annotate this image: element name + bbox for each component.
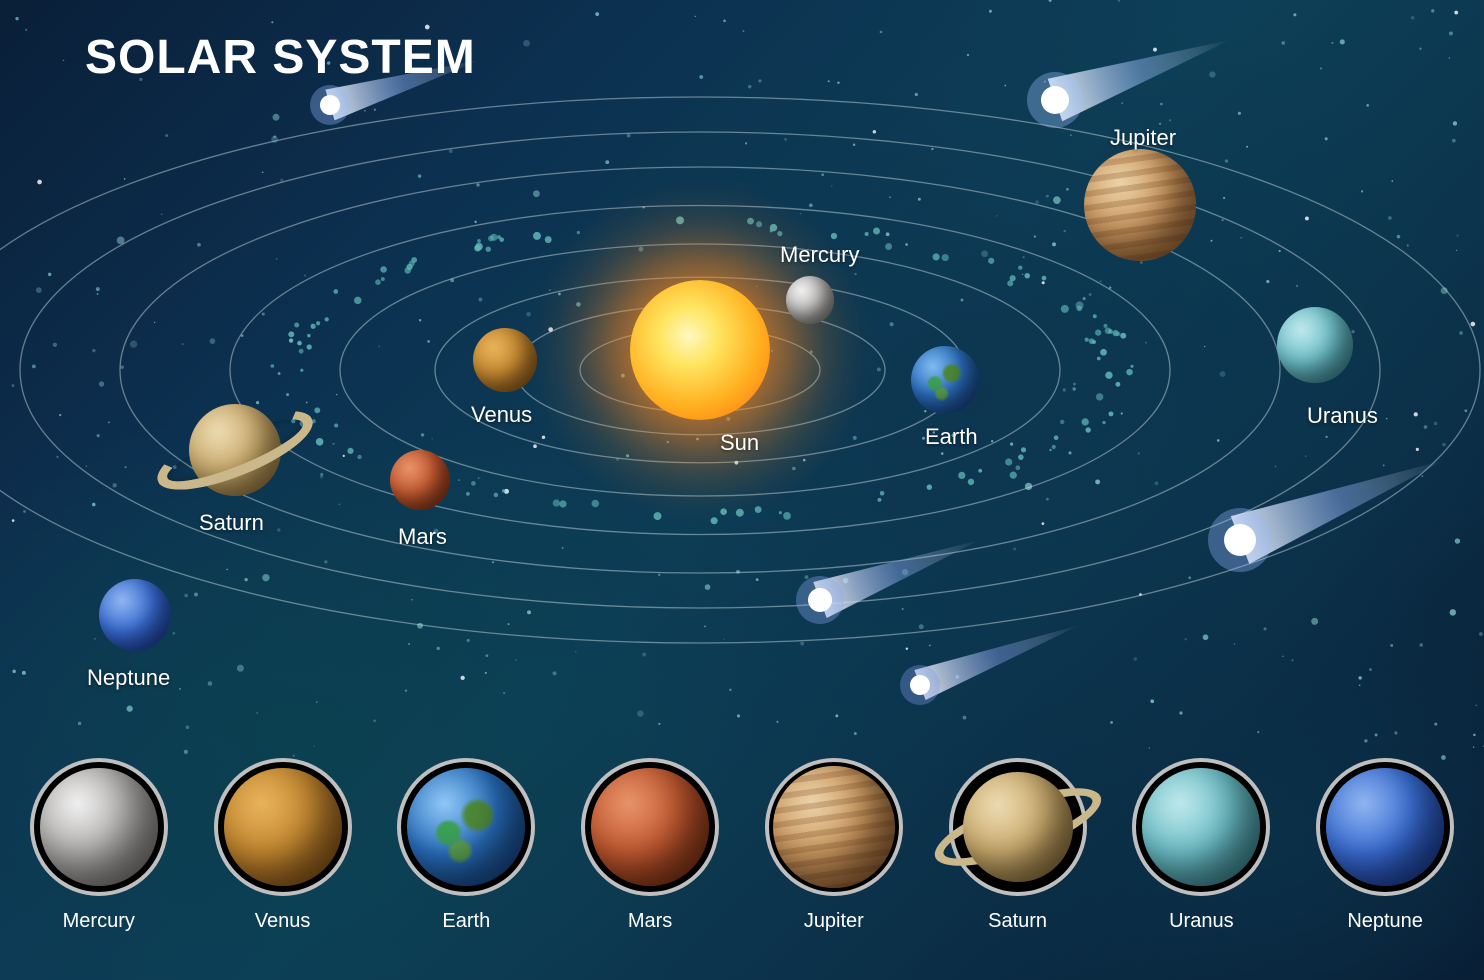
lineup-item-uranus: Uranus	[1116, 758, 1286, 933]
sun-label: Sun	[720, 430, 759, 456]
lineup-circle	[949, 758, 1087, 896]
planet-label-neptune: Neptune	[87, 665, 170, 691]
lineup-label: Saturn	[988, 910, 1047, 933]
lineup-circle	[581, 758, 719, 896]
lineup-circle	[30, 758, 168, 896]
lineup-item-mercury: Mercury	[14, 758, 184, 933]
lineup-item-saturn: Saturn	[933, 758, 1103, 933]
planet-neptune	[99, 579, 171, 651]
planet-label-venus: Venus	[471, 402, 532, 428]
lineup-label: Uranus	[1169, 910, 1233, 933]
planet-label-earth: Earth	[925, 424, 978, 450]
planet-saturn	[189, 404, 281, 496]
lineup-item-jupiter: Jupiter	[749, 758, 919, 933]
lineup-item-venus: Venus	[198, 758, 368, 933]
planet-mars	[390, 450, 450, 510]
planet-lineup: Mercury Venus Earth Mars Jupiter Saturn Uranus…	[0, 750, 1484, 980]
lineup-label: Mercury	[63, 910, 135, 933]
lineup-item-mars: Mars	[565, 758, 735, 933]
planet-label-mercury: Mercury	[780, 242, 859, 268]
lineup-item-neptune: Neptune	[1300, 758, 1470, 933]
planet-jupiter	[1084, 149, 1196, 261]
lineup-circle	[765, 758, 903, 896]
planet-venus	[473, 328, 537, 392]
lineup-circle	[214, 758, 352, 896]
lineup-label: Mars	[628, 910, 672, 933]
planet-uranus	[1277, 307, 1353, 383]
planet-mercury	[786, 276, 834, 324]
planet-earth	[911, 346, 979, 414]
lineup-circle	[397, 758, 535, 896]
planet-label-uranus: Uranus	[1307, 403, 1378, 429]
lineup-label: Neptune	[1347, 910, 1423, 933]
planet-label-saturn: Saturn	[199, 510, 264, 536]
lineup-circle	[1132, 758, 1270, 896]
sun	[630, 280, 770, 420]
lineup-label: Venus	[255, 910, 311, 933]
lineup-label: Jupiter	[804, 910, 864, 933]
planet-label-jupiter: Jupiter	[1110, 125, 1176, 151]
lineup-label: Earth	[442, 910, 490, 933]
lineup-circle	[1316, 758, 1454, 896]
orbit-diagram: Sun Mercury Venus Earth Mars Jupiter Saturn Ura…	[0, 0, 1484, 720]
planet-label-mars: Mars	[398, 524, 447, 550]
lineup-item-earth: Earth	[381, 758, 551, 933]
